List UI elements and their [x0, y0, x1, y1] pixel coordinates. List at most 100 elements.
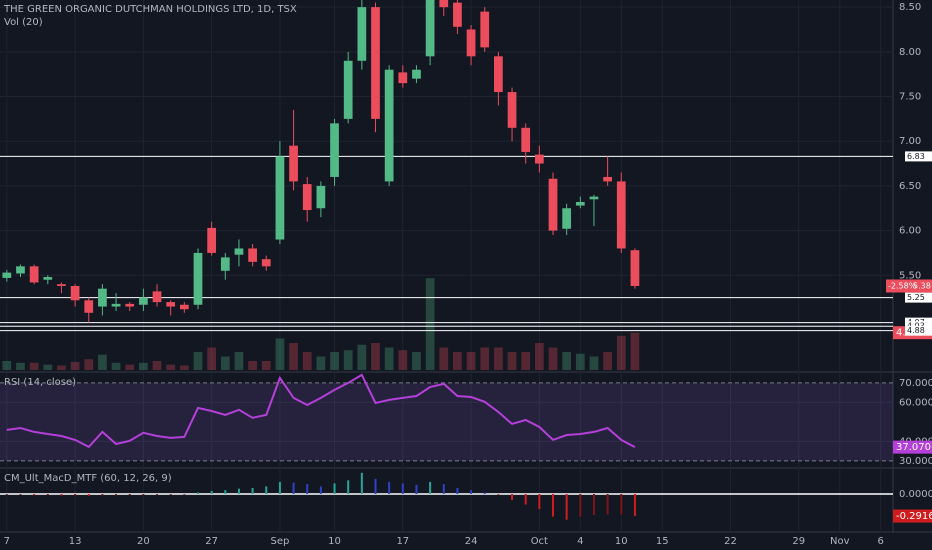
volume-bar [603, 351, 612, 370]
volume-bar [207, 347, 217, 370]
volume-bar [179, 365, 189, 370]
candle-body [371, 7, 380, 119]
x-tick-label: 20 [137, 536, 150, 547]
x-tick-label: 6 [878, 536, 884, 547]
x-tick-label: 22 [724, 536, 737, 547]
candle-body [425, 0, 435, 57]
macd-bar [347, 480, 350, 494]
candle-body [166, 302, 176, 307]
candle-body [343, 60, 353, 119]
volume-bar [371, 342, 380, 370]
candle-body [248, 248, 257, 262]
candle-body [125, 303, 135, 307]
level-label-box [905, 325, 932, 336]
volume-bar [261, 360, 271, 370]
macd-bar [456, 487, 459, 494]
candle-body [70, 285, 80, 301]
rsi-line [6, 373, 636, 449]
macd-title: CM_Ult_MacD_MTF (60, 12, 26, 9) [4, 473, 172, 484]
last-price-box [886, 279, 932, 293]
macd-bar [156, 493, 159, 495]
macd-bar [442, 484, 445, 494]
macd-bar [579, 493, 582, 517]
candle-body [330, 123, 339, 177]
x-tick-label: 10 [615, 536, 628, 547]
candle-body [494, 56, 503, 93]
change-label: -2.58% [888, 281, 917, 290]
candle-body [616, 181, 626, 249]
macd-bar [333, 483, 336, 494]
candle-body [179, 304, 189, 310]
y-tick-label: 5.50 [899, 270, 921, 281]
candle-body [507, 92, 517, 128]
macd-bar [388, 481, 391, 494]
volume-bar [275, 338, 285, 370]
candle-body [16, 266, 25, 274]
volume-bar [330, 351, 339, 370]
candle-body [630, 250, 640, 286]
macd-bar [360, 472, 363, 494]
volume-bar [575, 353, 585, 370]
candle-body [234, 248, 244, 255]
y-tick-label: 6.50 [899, 181, 921, 192]
volume-bar [398, 350, 408, 370]
x-tick-label: 4 [577, 536, 583, 547]
volume-bar [139, 362, 148, 370]
candle-body [207, 227, 217, 253]
macd-bar [46, 493, 49, 496]
rsi-last-label-box [893, 440, 932, 454]
candle-body [589, 196, 599, 200]
macd-bar [306, 484, 309, 494]
y-tick-label: 0.0000 [899, 489, 932, 500]
volume-bar [2, 360, 12, 370]
volume-bar [98, 354, 107, 370]
macd-bar [319, 486, 322, 494]
volume-bar [480, 347, 490, 370]
volume-bar [84, 359, 94, 370]
macd-bar [142, 493, 145, 496]
labels: THE GREEN ORGANIC DUTCHMAN HOLDINGS LTD,… [3, 2, 932, 547]
macd-bar [511, 493, 514, 501]
y-tick-label: 6.00 [899, 226, 921, 237]
candle-body [480, 11, 490, 48]
macd-bar [33, 493, 36, 496]
volume-bar [57, 365, 66, 370]
rsi-title: RSI (14, close) [4, 377, 76, 388]
volume-bar [43, 364, 53, 370]
candle-body [534, 154, 544, 164]
x-tick-label: 13 [69, 536, 82, 547]
y-tick-label: 8.00 [899, 47, 921, 58]
volume-bar [152, 360, 162, 370]
candle-body [398, 72, 408, 84]
macd-bar [483, 492, 486, 494]
candle-body [603, 176, 612, 182]
macd-bar [183, 493, 186, 495]
candle-body [193, 252, 203, 305]
x-tick-label: 29 [792, 536, 805, 547]
macd-bar [415, 484, 418, 494]
macd-bar [265, 486, 268, 494]
candle-body [466, 29, 476, 57]
volume-bar [466, 351, 476, 370]
volume-bar [29, 362, 39, 370]
y-tick-label: 7.50 [899, 92, 921, 103]
volume-bar [166, 364, 176, 370]
x-tick-label: 24 [465, 536, 478, 547]
candle-body [111, 303, 121, 307]
chart-title: THE GREEN ORGANIC DUTCHMAN HOLDINGS LTD,… [3, 4, 297, 15]
candle-body [316, 185, 326, 209]
volume-bar [111, 362, 121, 370]
candle-body [275, 156, 285, 240]
candle-body [357, 7, 367, 61]
candle-body [43, 277, 53, 280]
candle-body [575, 201, 585, 206]
volume-bar [16, 362, 25, 370]
last-price: 5.38 [913, 281, 931, 290]
macd-bar [74, 493, 77, 496]
volume-bar [248, 360, 257, 370]
macd-bar [60, 493, 63, 496]
macd-bar [620, 493, 623, 515]
candle-body [261, 259, 271, 267]
rsi-band [0, 382, 893, 461]
macd-bar [196, 492, 199, 494]
